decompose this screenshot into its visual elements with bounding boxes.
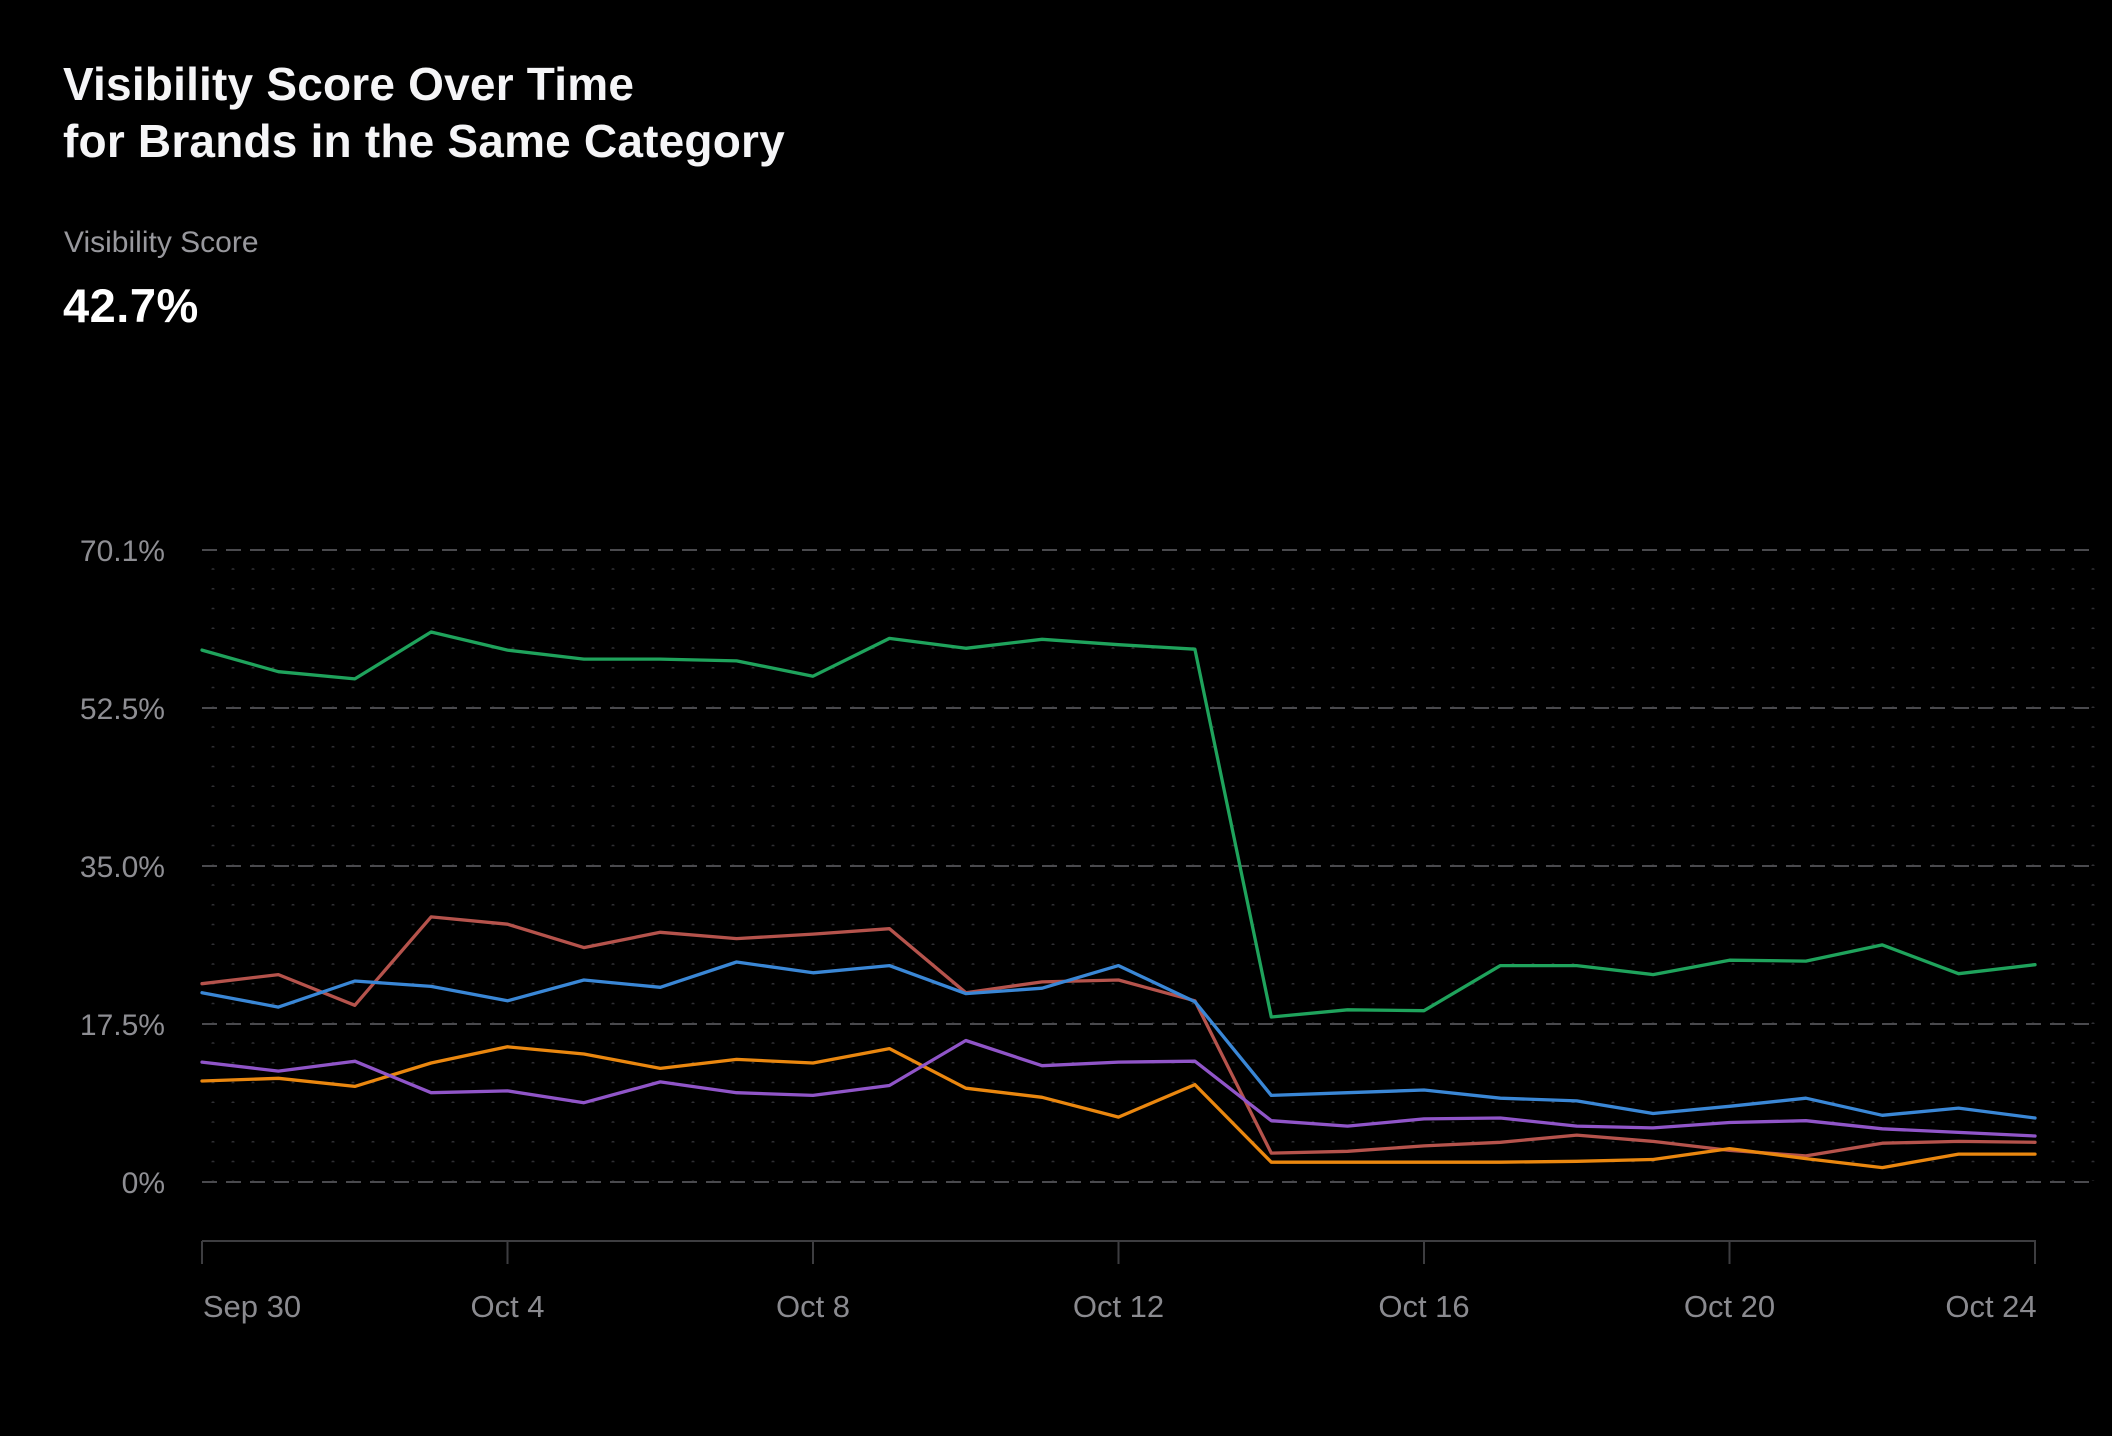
series-line-blue[interactable]: [200, 960, 2037, 1120]
x-axis-labels: Sep 30 Oct 4 Oct 8 Oct 12 Oct 16 Oct 20 …: [203, 1289, 2037, 1324]
y-tick-label-0: 0%: [122, 1167, 165, 1200]
metric-value: 42.7%: [63, 279, 199, 332]
x-tick-label-oct8: Oct 8: [776, 1289, 850, 1324]
series-line-orange[interactable]: [200, 1045, 2037, 1170]
page-title: Visibility Score Over Time for Brands in…: [63, 56, 785, 170]
y-axis-labels: 70.1% 52.5% 35.0% 17.5% 0%: [80, 535, 165, 1200]
x-tick-label-oct12: Oct 12: [1073, 1289, 1164, 1324]
y-tick-label-35: 35.0%: [80, 851, 165, 884]
x-tick-label-oct24: Oct 24: [1945, 1289, 2036, 1324]
series-layer: [200, 630, 2037, 1170]
y-tick-label-17: 17.5%: [80, 1009, 165, 1042]
x-tick-label-oct16: Oct 16: [1378, 1289, 1469, 1324]
x-axis: [201, 1240, 2036, 1264]
x-tick-label-oct4: Oct 4: [470, 1289, 544, 1324]
gridlines: [202, 549, 2096, 1183]
series-line-green[interactable]: [200, 630, 2037, 1019]
metric-label: Visibility Score: [64, 226, 259, 259]
series-line-purple[interactable]: [200, 1038, 2037, 1138]
y-tick-label-52: 52.5%: [80, 693, 165, 726]
series-line-red[interactable]: [200, 915, 2037, 1158]
page-title-line-2: for Brands in the Same Category: [63, 115, 785, 167]
page-title-line-1: Visibility Score Over Time: [63, 58, 635, 110]
x-tick-label-sep30: Sep 30: [203, 1289, 301, 1324]
y-tick-label-70: 70.1%: [80, 535, 165, 568]
x-tick-label-oct20: Oct 20: [1684, 1289, 1775, 1324]
